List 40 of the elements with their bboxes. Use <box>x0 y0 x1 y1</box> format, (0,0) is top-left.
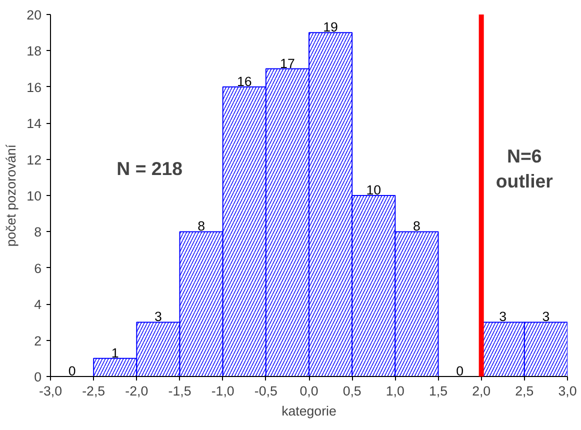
y-tick-label: 0 <box>34 370 42 384</box>
data-label: 0 <box>456 364 464 378</box>
x-tick-label: -2,0 <box>125 384 148 398</box>
x-tick-label: -1,0 <box>211 384 234 398</box>
data-label: 3 <box>542 309 550 324</box>
data-label: 16 <box>236 74 252 89</box>
y-tick-label: 18 <box>26 44 42 59</box>
data-label: 8 <box>413 218 420 234</box>
x-axis-title: kategorie <box>282 404 336 418</box>
x-tick-label: -2,5 <box>82 384 106 398</box>
y-tick-label: 4 <box>34 297 42 312</box>
data-label: 0 <box>68 364 76 378</box>
y-tick-label: 16 <box>26 80 42 95</box>
y-tick-label: 20 <box>26 8 42 22</box>
x-tick-label: 3,0 <box>558 384 577 398</box>
data-label: 8 <box>198 218 206 234</box>
data-label: 10 <box>366 182 382 198</box>
data-label: 3 <box>154 309 162 324</box>
y-axis-title: počet pozorování <box>4 144 19 247</box>
annotation: N = 218 <box>116 158 183 179</box>
x-tick-label: -3,0 <box>39 384 62 398</box>
data-label: 1 <box>111 345 119 360</box>
y-tick-label: 6 <box>34 260 42 276</box>
y-tick-label: 14 <box>26 116 42 132</box>
x-tick-label: 2,5 <box>515 384 534 398</box>
data-label: 19 <box>323 20 338 35</box>
x-tick-label: 1,5 <box>428 384 448 398</box>
x-tick-label: 0,5 <box>342 384 362 398</box>
y-tick-label: 10 <box>26 188 42 204</box>
y-tick-label: 2 <box>34 333 42 348</box>
y-tick-label: 12 <box>26 152 42 168</box>
x-tick-label: 0,0 <box>300 384 318 398</box>
y-tick-label: 8 <box>34 224 42 240</box>
x-tick-label: -0,5 <box>254 384 278 398</box>
data-label: 17 <box>280 56 295 71</box>
data-label: 3 <box>499 309 507 324</box>
x-tick-label: 2,0 <box>472 384 491 398</box>
annotation: N=6 outlier <box>496 145 553 192</box>
x-tick-label: -1,5 <box>168 384 192 398</box>
x-tick-label: 1,0 <box>386 384 404 398</box>
